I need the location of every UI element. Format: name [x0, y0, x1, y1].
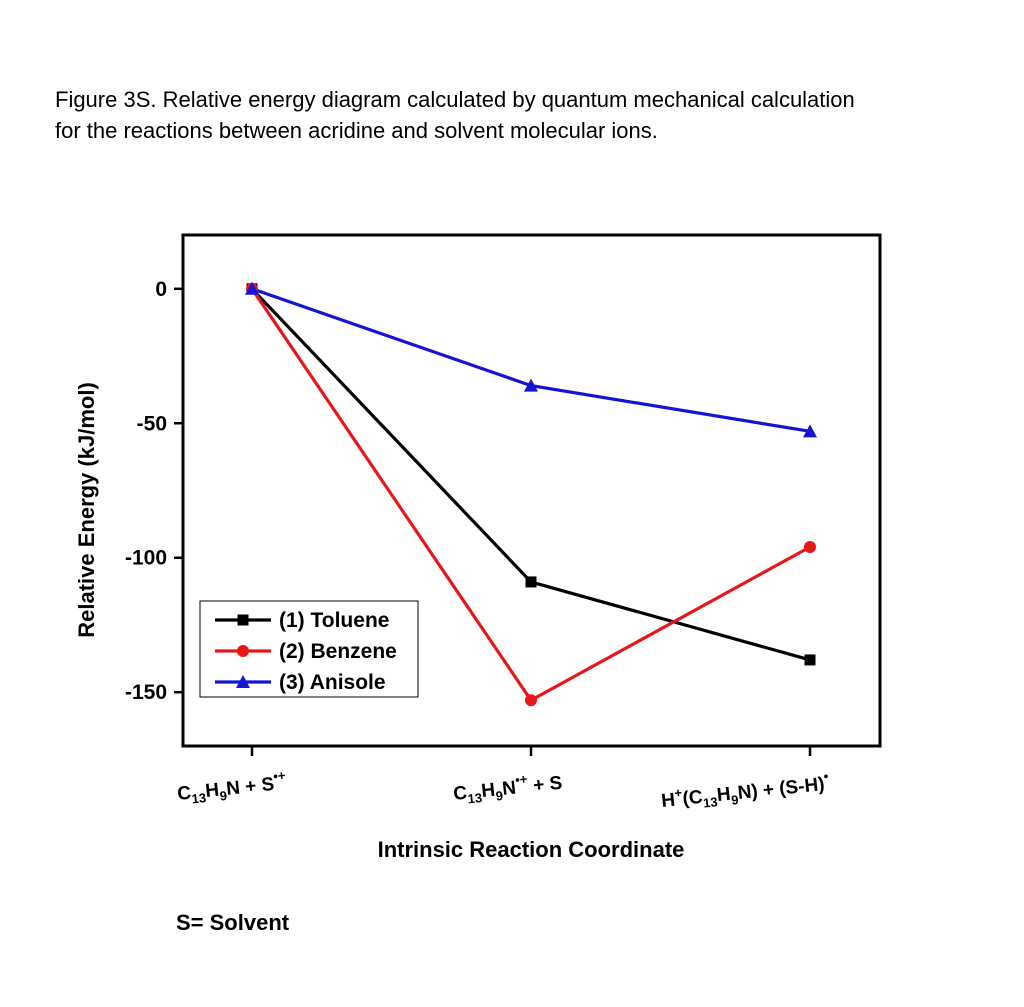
x-category-label: C13H9N•+ + S	[452, 768, 564, 808]
data-point	[803, 424, 817, 438]
x-category-label: C13H9N + S•+	[176, 768, 288, 808]
data-point	[245, 281, 259, 295]
y-tick-label: -50	[137, 412, 167, 435]
x-axis-title: Intrinsic Reaction Coordinate	[378, 837, 685, 862]
legend: (1) Toluene (2) Benzene (3) Anisole	[199, 600, 419, 698]
legend-label: (1) Toluene	[279, 609, 389, 632]
caption-line-1: Figure 3S. Relative energy diagram calcu…	[55, 87, 855, 112]
data-point	[525, 694, 537, 707]
data-point	[525, 576, 537, 588]
y-axis-title: Relative Energy (kJ/mol)	[74, 382, 99, 638]
y-tick-label: 0	[155, 278, 167, 301]
data-point	[804, 654, 816, 666]
legend-swatch-marker	[237, 645, 249, 657]
x-category-label: H+(C13H9N) + (S-H)•	[660, 768, 831, 814]
legend-label: (2) Benzene	[279, 640, 397, 663]
y-tick-label: -150	[125, 681, 167, 704]
caption-line-2: for the reactions between acridine and s…	[55, 118, 658, 143]
legend-swatch-marker	[237, 614, 249, 626]
data-point	[524, 378, 538, 392]
solvent-footnote: S= Solvent	[176, 910, 290, 935]
y-tick-label: -100	[125, 547, 167, 570]
legend-label: (3) Anisole	[279, 671, 386, 694]
data-point	[804, 540, 816, 553]
figure-caption: Figure 3S. Relative energy diagram calcu…	[55, 84, 1005, 146]
legend-swatch-marker	[236, 675, 250, 688]
